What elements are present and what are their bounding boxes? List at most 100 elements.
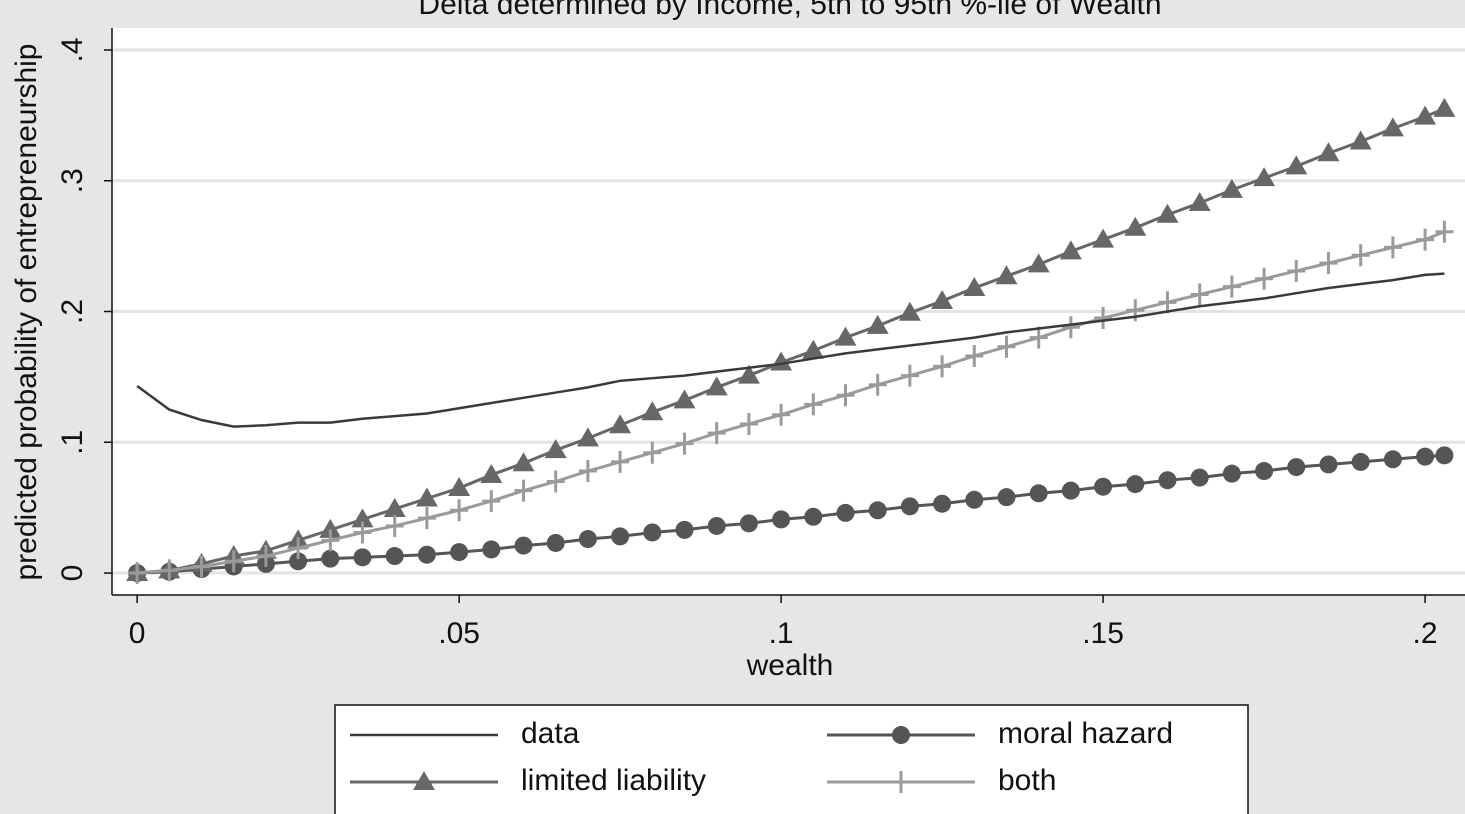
marker-plus [192, 555, 211, 578]
marker-plus [900, 364, 919, 387]
marker-plus [289, 537, 308, 560]
marker-plus [224, 550, 243, 573]
marker-plus [353, 521, 372, 544]
marker-circle [385, 547, 404, 566]
marker-circle [1061, 481, 1080, 500]
marker-triangle [1027, 253, 1050, 273]
marker-triangle [1253, 167, 1276, 187]
marker-circle [965, 490, 984, 509]
marker-circle [1255, 462, 1274, 481]
marker-plus [1319, 252, 1338, 275]
marker-circle [1158, 471, 1177, 490]
marker-triangle [1220, 178, 1243, 198]
marker-triangle [319, 518, 342, 538]
marker-plus [450, 499, 469, 522]
marker-plus [1061, 316, 1080, 339]
marker-plus [1287, 259, 1306, 282]
marker-plus [1383, 236, 1402, 259]
marker-plus [1094, 307, 1113, 330]
marker-triangle [931, 290, 954, 310]
marker-triangle [1059, 240, 1082, 260]
marker-triangle [1124, 216, 1147, 236]
marker-triangle [413, 771, 435, 790]
marker-triangle [1285, 155, 1308, 175]
marker-triangle [576, 427, 599, 447]
series-line [136, 272, 1445, 428]
marker-triangle [673, 389, 696, 409]
y-tick-label: .2 [56, 299, 89, 324]
marker-plus [997, 335, 1016, 358]
marker-circle [1029, 484, 1048, 503]
marker-circle [1435, 446, 1454, 465]
marker-triangle [1188, 191, 1211, 211]
marker-triangle [963, 276, 986, 296]
marker-plus [772, 403, 791, 426]
marker-circle [1383, 450, 1402, 469]
marker-triangle [448, 477, 471, 497]
marker-plus [611, 450, 630, 473]
marker-circle [1287, 458, 1306, 477]
series [136, 272, 1445, 428]
marker-circle [321, 549, 340, 568]
marker-triangle [898, 301, 921, 321]
marker-triangle [1414, 105, 1437, 125]
marker-circle [1319, 455, 1338, 474]
marker-circle [1126, 475, 1145, 494]
x-axis-label: wealth [746, 649, 834, 682]
marker-plus [385, 514, 404, 537]
x-tick-label: .15 [1082, 617, 1124, 650]
marker-circle [450, 543, 469, 562]
x-tick-label: 0 [129, 617, 146, 650]
marker-triangle [351, 508, 374, 528]
marker-triangle [1317, 142, 1340, 162]
marker-plus [546, 470, 565, 493]
legend-label: limited liability [521, 764, 706, 797]
marker-circle [900, 497, 919, 516]
marker-circle [1222, 464, 1241, 483]
marker-circle [997, 488, 1016, 507]
marker-plus [1255, 267, 1274, 290]
marker-triangle [415, 487, 438, 507]
marker-circle [933, 494, 952, 513]
marker-triangle [1156, 203, 1179, 223]
marker-triangle [705, 376, 728, 396]
legend-label: data [521, 717, 580, 750]
marker-circle [707, 516, 726, 535]
marker-plus [128, 562, 147, 585]
y-tick-label: .4 [56, 37, 89, 62]
y-tick-label: 0 [56, 565, 89, 582]
marker-plus [892, 771, 910, 793]
marker-plus [707, 422, 726, 445]
marker-triangle [512, 452, 535, 472]
x-tick-label: .05 [438, 617, 480, 650]
marker-triangle [641, 401, 664, 421]
series [128, 220, 1454, 585]
marker-plus [1029, 326, 1048, 349]
marker-plus [1416, 228, 1435, 251]
chart-title: Delta determined by Income, 5th to 95th … [418, 0, 1161, 21]
y-axis-label: predicted probability of entrepreneurshi… [10, 44, 43, 581]
marker-triangle [1433, 97, 1456, 117]
legend-label: both [998, 764, 1056, 797]
marker-circle [868, 501, 887, 520]
x-tick-label: .2 [1413, 617, 1438, 650]
legend: data moral hazard limited liability both [350, 717, 1173, 797]
marker-circle [353, 548, 372, 567]
marker-circle [578, 530, 597, 549]
marker-plus [675, 432, 694, 455]
marker-triangle [480, 463, 503, 483]
marker-circle [739, 514, 758, 533]
marker-circle [892, 726, 910, 744]
marker-plus [578, 460, 597, 483]
marker-circle [643, 523, 662, 542]
marker-circle [1416, 447, 1435, 466]
grid [112, 48, 1465, 575]
marker-circle [482, 540, 501, 559]
marker-plus [836, 384, 855, 407]
marker-triangle [834, 326, 857, 346]
marker-plus [514, 479, 533, 502]
marker-plus [739, 412, 758, 435]
marker-triangle [1092, 228, 1115, 248]
marker-triangle [995, 265, 1018, 285]
